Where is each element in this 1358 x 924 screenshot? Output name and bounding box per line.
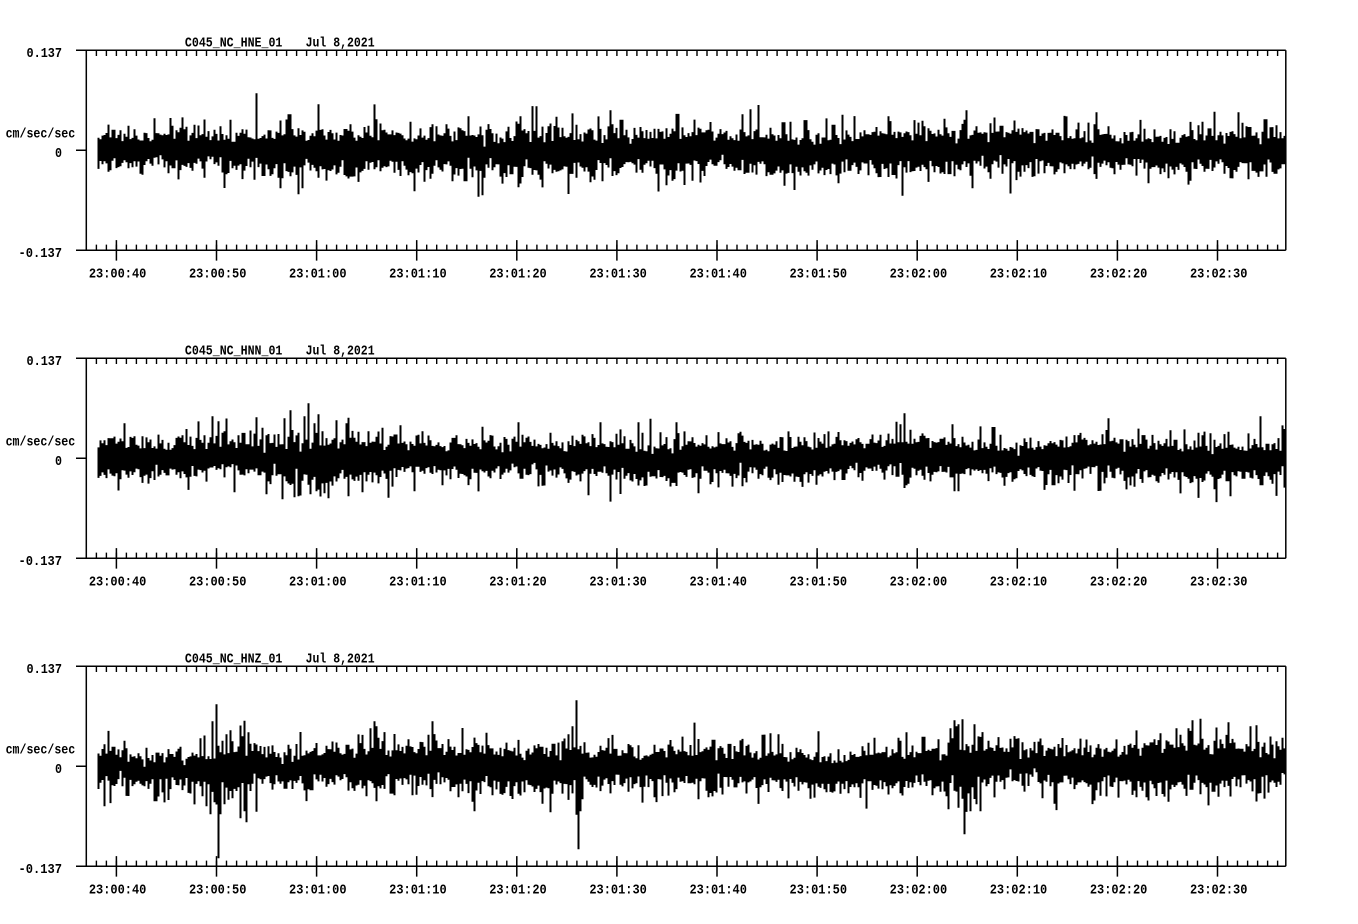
svg-text:23:01:50: 23:01:50 (790, 882, 848, 898)
svg-text:23:01:40: 23:01:40 (689, 266, 747, 282)
svg-text:23:02:20: 23:02:20 (1090, 882, 1148, 898)
svg-text:23:00:50: 23:00:50 (189, 574, 247, 590)
svg-text:23:01:50: 23:01:50 (790, 574, 848, 590)
svg-text:23:02:10: 23:02:10 (990, 266, 1048, 282)
svg-text:23:00:50: 23:00:50 (189, 882, 247, 898)
svg-text:23:01:20: 23:01:20 (489, 882, 547, 898)
svg-text:-0.137: -0.137 (19, 554, 63, 570)
svg-text:23:02:20: 23:02:20 (1090, 574, 1148, 590)
svg-text:23:01:10: 23:01:10 (389, 574, 447, 590)
svg-text:C045_NC_HNZ_01: C045_NC_HNZ_01 (185, 652, 283, 668)
svg-text:cm/sec/sec: cm/sec/sec (6, 434, 76, 450)
svg-text:23:02:10: 23:02:10 (990, 882, 1048, 898)
svg-text:-0.137: -0.137 (19, 246, 63, 262)
svg-text:0: 0 (55, 146, 62, 162)
svg-text:cm/sec/sec: cm/sec/sec (6, 126, 76, 142)
svg-text:23:01:50: 23:01:50 (790, 266, 848, 282)
svg-text:23:02:00: 23:02:00 (890, 882, 948, 898)
svg-text:23:01:10: 23:01:10 (389, 882, 447, 898)
svg-text:23:00:50: 23:00:50 (189, 266, 247, 282)
svg-text:23:02:30: 23:02:30 (1190, 882, 1248, 898)
svg-text:23:01:00: 23:01:00 (289, 882, 347, 898)
svg-text:Jul 8,2021: Jul 8,2021 (306, 344, 375, 360)
svg-text:23:00:40: 23:00:40 (89, 882, 147, 898)
svg-text:0.137: 0.137 (27, 662, 63, 678)
svg-text:23:02:00: 23:02:00 (890, 574, 948, 590)
svg-text:23:01:30: 23:01:30 (589, 882, 647, 898)
svg-text:23:02:30: 23:02:30 (1190, 266, 1248, 282)
svg-text:C045_NC_HNE_01: C045_NC_HNE_01 (185, 36, 283, 52)
svg-text:C045_NC_HNN_01: C045_NC_HNN_01 (185, 344, 283, 360)
svg-text:23:02:10: 23:02:10 (990, 574, 1048, 590)
svg-text:-0.137: -0.137 (19, 862, 63, 878)
svg-text:23:01:20: 23:01:20 (489, 266, 547, 282)
svg-text:Jul 8,2021: Jul 8,2021 (306, 652, 375, 668)
svg-text:23:01:00: 23:01:00 (289, 266, 347, 282)
svg-text:23:01:10: 23:01:10 (389, 266, 447, 282)
svg-text:23:01:40: 23:01:40 (689, 574, 747, 590)
svg-text:0: 0 (55, 762, 62, 778)
svg-text:23:01:30: 23:01:30 (589, 574, 647, 590)
svg-text:23:01:30: 23:01:30 (589, 266, 647, 282)
svg-text:23:00:40: 23:00:40 (89, 266, 147, 282)
svg-text:23:01:40: 23:01:40 (689, 882, 747, 898)
svg-text:0.137: 0.137 (27, 46, 63, 62)
svg-text:0.137: 0.137 (27, 354, 63, 370)
svg-text:23:00:40: 23:00:40 (89, 574, 147, 590)
svg-text:23:01:20: 23:01:20 (489, 574, 547, 590)
svg-text:Jul 8,2021: Jul 8,2021 (306, 36, 375, 52)
svg-text:cm/sec/sec: cm/sec/sec (6, 742, 76, 758)
svg-text:23:02:20: 23:02:20 (1090, 266, 1148, 282)
svg-text:23:02:30: 23:02:30 (1190, 574, 1248, 590)
svg-text:0: 0 (55, 454, 62, 470)
svg-text:23:02:00: 23:02:00 (890, 266, 948, 282)
svg-text:23:01:00: 23:01:00 (289, 574, 347, 590)
